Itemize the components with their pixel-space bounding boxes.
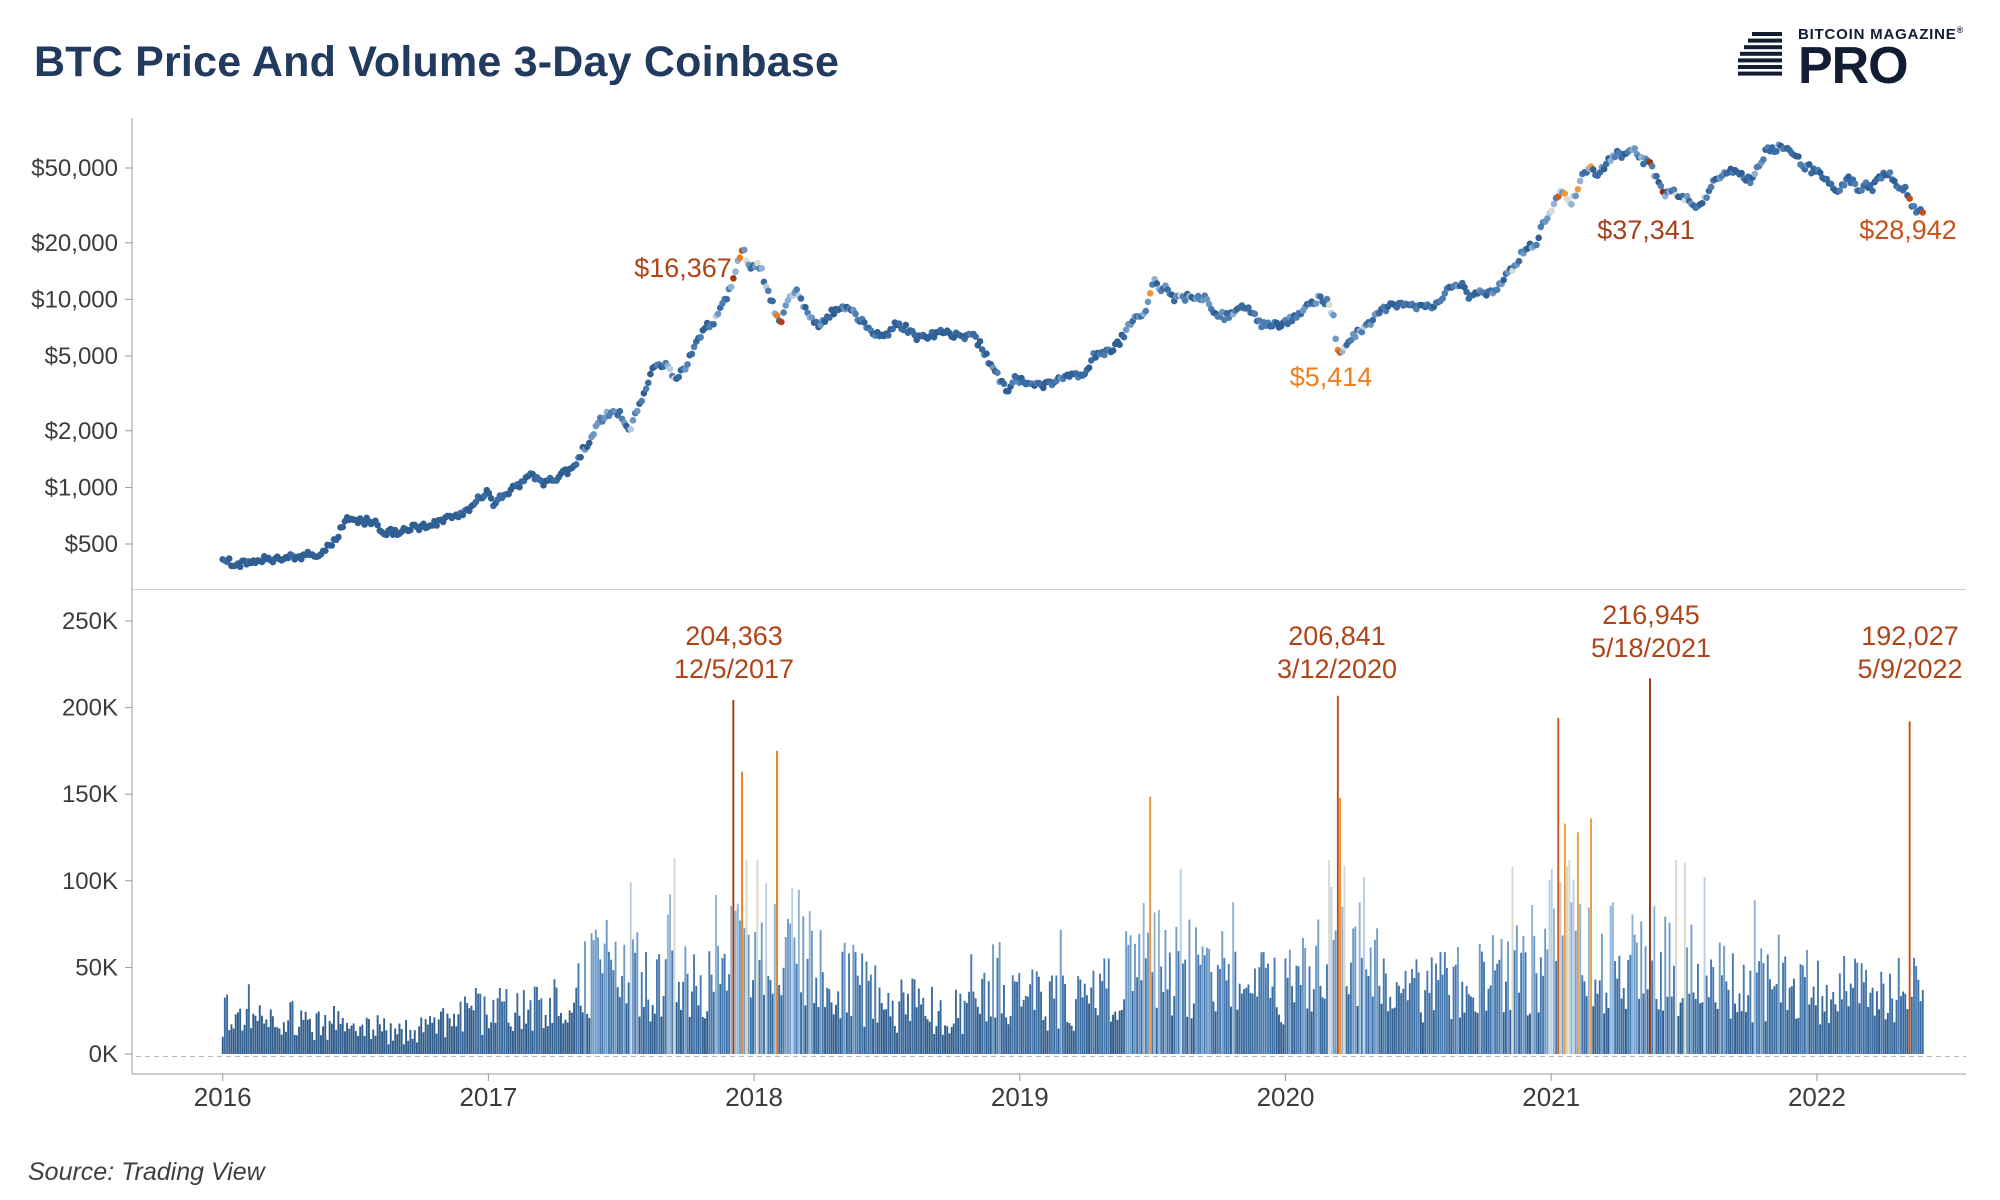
svg-text:2016: 2016	[194, 1082, 252, 1112]
price-scatter-points	[219, 141, 1926, 571]
svg-text:204,363: 204,363	[685, 621, 783, 651]
svg-text:192,027: 192,027	[1861, 621, 1959, 651]
svg-text:$20,000: $20,000	[31, 230, 118, 257]
svg-text:216,945: 216,945	[1602, 600, 1700, 630]
volume-bars	[221, 678, 1924, 1054]
svg-text:206,841: 206,841	[1288, 621, 1386, 651]
svg-text:$5,414: $5,414	[1290, 362, 1373, 392]
svg-text:200K: 200K	[62, 695, 118, 722]
svg-text:2021: 2021	[1522, 1082, 1580, 1112]
svg-text:2017: 2017	[459, 1082, 517, 1112]
svg-text:$500: $500	[65, 531, 118, 558]
svg-text:5/9/2022: 5/9/2022	[1857, 654, 1962, 684]
svg-text:5/18/2021: 5/18/2021	[1591, 633, 1711, 663]
chart-annotations: $16,367 $5,414 $37,341 $28,942 204,36312/5/2…	[634, 215, 1962, 684]
svg-text:$2,000: $2,000	[45, 418, 118, 445]
svg-text:150K: 150K	[62, 781, 118, 808]
svg-text:$16,367: $16,367	[634, 253, 732, 283]
svg-text:50K: 50K	[75, 954, 118, 981]
svg-text:$50,000: $50,000	[31, 155, 118, 182]
logo-registered-mark: ®	[1956, 25, 1964, 35]
source-caption: Source: Trading View	[28, 1158, 265, 1186]
svg-text:2018: 2018	[725, 1082, 783, 1112]
page-title: BTC Price And Volume 3-Day Coinbase	[34, 38, 840, 86]
svg-text:$37,341: $37,341	[1597, 215, 1695, 245]
svg-text:2020: 2020	[1257, 1082, 1315, 1112]
svg-text:2019: 2019	[991, 1082, 1049, 1112]
bitcoin-magazine-logo-icon	[1736, 31, 1788, 84]
logo-text: BITCOIN MAGAZINE® PRO	[1797, 25, 1964, 95]
svg-text:$1,000: $1,000	[45, 474, 118, 501]
logo-brand-line: BITCOIN MAGAZINE®	[1797, 25, 1964, 44]
bitcoin-magazine-pro-logo: BITCOIN MAGAZINE® PRO	[1736, 25, 1964, 95]
svg-text:100K: 100K	[62, 868, 118, 895]
svg-text:12/5/2017: 12/5/2017	[674, 654, 794, 684]
logo-brand-text: BITCOIN MAGAZINE	[1797, 26, 1957, 43]
svg-text:$5,000: $5,000	[45, 343, 118, 370]
svg-text:0K: 0K	[89, 1041, 118, 1068]
logo-product-text: PRO	[1797, 36, 1909, 95]
svg-text:3/12/2020: 3/12/2020	[1277, 654, 1397, 684]
svg-text:250K: 250K	[62, 608, 118, 635]
svg-text:$10,000: $10,000	[31, 286, 118, 313]
svg-text:2022: 2022	[1788, 1082, 1846, 1112]
svg-text:$28,942: $28,942	[1859, 215, 1957, 245]
chart-axes: $50,000 $20,000 $10,000 $5,000 $2,000 $1,000 $…	[31, 118, 1966, 1112]
